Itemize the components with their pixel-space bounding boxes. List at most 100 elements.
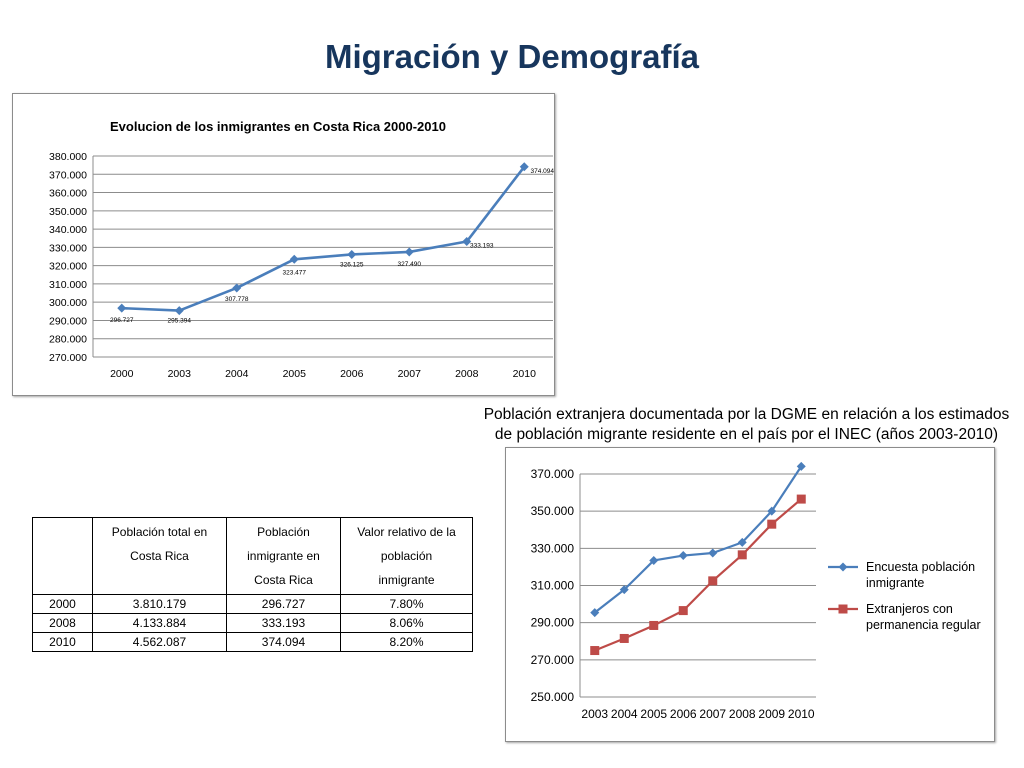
y-tick-label: 380.000 [49,151,87,163]
header-line: inmigrante en [247,549,320,563]
y-tick-label: 300.000 [49,297,87,309]
x-tick-label: 2006 [670,707,697,721]
table-cell-total: 3.810.179 [92,594,227,614]
data-point [174,306,184,316]
y-tick-label: 290.000 [531,616,575,630]
x-tick-label: 2010 [788,707,815,721]
table-row: 2010 4.562.087 374.094 8.20% [32,632,473,652]
x-tick-label: 2004 [225,368,249,380]
header-line: Costa Rica [254,573,313,587]
data-point [649,555,659,565]
table-cell-immigrants: 374.094 [226,632,341,652]
y-tick-label: 350.000 [531,504,575,518]
table-cell-immigrants: 296.727 [226,594,341,614]
header-line: Valor relativo de la [357,525,456,539]
data-label: 323.477 [283,269,307,276]
table-cell-relative: 8.20% [340,632,473,652]
table-cell-total: 4.562.087 [92,632,227,652]
data-point [404,247,414,257]
table-row: 2008 4.133.884 333.193 8.06% [32,613,473,633]
series-line [121,165,526,312]
data-label: 295.394 [168,318,192,325]
data-point [590,608,600,618]
x-tick-label: 2005 [283,368,307,380]
foreign-population-plot: 250.000 270.000 290.000 310.000 330.000 350.0… [531,461,981,721]
x-tick-label: 2008 [729,707,756,721]
data-point [796,461,806,471]
x-tick-label: 2009 [758,707,785,721]
data-point [708,548,718,558]
data-point [767,519,777,529]
x-tick-label: 2003 [168,368,192,380]
data-point [519,162,529,172]
header-line: Costa Rica [130,549,189,563]
data-point [796,494,806,504]
y-tick-label: 290.000 [49,315,87,327]
data-point [289,254,299,264]
y-tick-label: 330.000 [531,541,575,555]
x-tick-label: 2010 [513,368,537,380]
table-cell-relative: 7.80% [340,594,473,614]
data-point [462,237,472,247]
table-row: 2000 3.810.179 296.727 7.80% [32,594,473,614]
immigrants-evolution-plot: Evolucion de los inmigrantes en Costa Ri… [49,119,554,380]
x-tick-label: 2007 [699,707,726,721]
data-point [649,620,659,630]
data-label: 326.125 [340,261,364,268]
table-header-immigrant-population: Población inmigrante en Costa Rica [226,517,341,595]
data-point [347,249,357,259]
table-cell-year: 2000 [32,594,93,614]
y-tick-label: 360.000 [49,188,87,200]
data-point [678,551,688,561]
y-tick-label: 270.000 [531,653,575,667]
data-point [117,303,127,313]
x-tick-label: 2000 [110,368,134,380]
chart-title-line: Población extranjera documentada por la … [483,406,1010,423]
data-point [767,506,777,516]
header-line: Población total en [111,525,208,539]
immigrant-population-table: Población total en Costa Rica Población … [32,517,473,652]
x-tick-label: 2004 [611,707,638,721]
legend-label: Encuesta población [866,560,975,574]
table-cell-year: 2010 [32,632,93,652]
table-header-total-population: Población total en Costa Rica [92,517,227,595]
table-header-relative-value: Valor relativo de la población inmigrant… [340,517,473,595]
chart-title-line: de población migrante residente en el pa… [494,426,999,443]
data-label: 307.778 [225,296,249,303]
legend-label: Extranjeros con [866,602,953,616]
immigrants-evolution-chart: Evolucion de los inmigrantes en Costa Ri… [12,93,555,396]
foreign-population-chart-title: Población extranjera documentada por la … [474,405,1019,445]
data-label: 333.193 [470,243,494,250]
y-tick-label: 370.000 [49,169,87,181]
x-tick-label: 2003 [581,707,608,721]
y-tick-label: 340.000 [49,224,87,236]
y-tick-label: 310.000 [531,579,575,593]
y-tick-label: 330.000 [49,242,87,254]
data-point [619,585,629,595]
y-tick-label: 280.000 [49,334,87,346]
chart-title: Evolucion de los inmigrantes en Costa Ri… [110,119,446,134]
data-point [737,537,747,547]
slide-title: Migración y Demografía [324,38,700,75]
header-line: inmigrante [378,573,435,587]
y-tick-label: 270.000 [49,352,87,364]
table-cell-relative: 8.06% [340,613,473,633]
table-cell-total: 4.133.884 [92,613,227,633]
table-cell-immigrants: 333.193 [226,613,341,633]
y-tick-label: 250.000 [531,690,575,704]
table-header-empty [32,517,93,595]
legend-label: permanencia regular [866,618,981,632]
data-point [232,283,242,293]
data-point [737,550,747,560]
header-line: población [380,549,433,563]
data-point [619,633,629,643]
data-point [708,576,718,586]
data-label: 327.490 [398,261,422,268]
x-tick-label: 2007 [398,368,422,380]
legend-marker [838,604,848,614]
x-tick-label: 2008 [455,368,479,380]
legend-label: inmigrante [866,576,924,590]
foreign-population-chart: 250.000 270.000 290.000 310.000 330.000 350.0… [505,447,995,742]
series-line [594,465,803,614]
x-tick-label: 2005 [640,707,667,721]
